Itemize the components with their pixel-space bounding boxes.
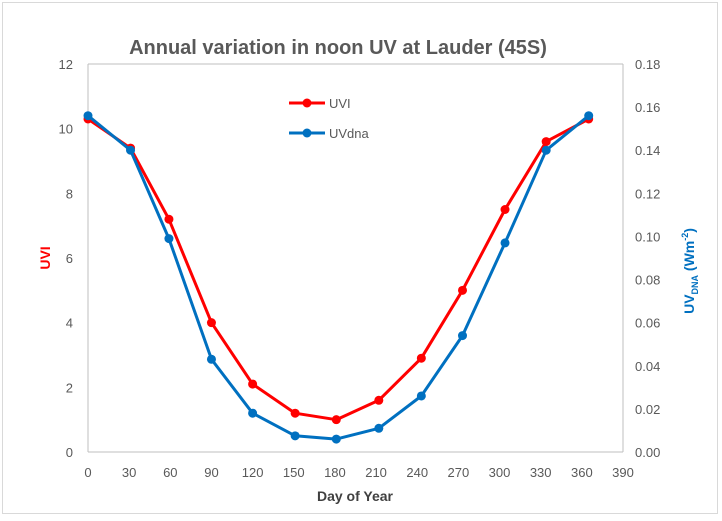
- data-point-uvi: [458, 285, 467, 295]
- y-tick-label: 12: [59, 57, 73, 72]
- chart-svg: Annual variation in noon UV at Lauder (4…: [37, 37, 700, 504]
- y2-tick-labels: 0.00 0.02 0.04 0.06 0.08 0.10 0.12 0.14 0.16 0.18: [635, 57, 660, 460]
- y-tick-label: 2: [66, 380, 73, 395]
- data-point-uvi: [500, 205, 510, 214]
- y-tick-label: 6: [66, 251, 73, 266]
- legend-marker-uvi: [302, 98, 312, 108]
- x-tick-label: 270: [448, 465, 470, 480]
- data-point-uvdna: [541, 145, 551, 155]
- data-point-uvdna: [248, 408, 258, 418]
- series-layer: [83, 111, 594, 444]
- data-point-uvdna: [416, 391, 426, 401]
- x-tick-label: 240: [406, 465, 428, 480]
- x-tick-label: 60: [163, 465, 177, 480]
- data-point-uvi: [164, 214, 174, 224]
- data-point-uvi: [248, 379, 258, 389]
- x-axis-title: Day of Year: [317, 488, 394, 504]
- y2-tick-label: 0.02: [635, 402, 660, 417]
- x-tick-label: 390: [612, 465, 634, 480]
- data-point-uvi: [331, 415, 341, 425]
- data-point-uvi: [541, 137, 551, 147]
- data-point-uvdna: [500, 238, 510, 248]
- x-tick-labels: 0 30 60 90 120 150 180 210 240 270 300 330 360 390: [84, 465, 633, 480]
- y2-tick-label: 0.06: [635, 316, 660, 331]
- y2-tick-label: 0.18: [635, 57, 660, 72]
- y2-axis-title-close: ): [681, 228, 697, 233]
- chart-title: Annual variation in noon UV at Lauder (4…: [129, 37, 547, 59]
- legend-marker-uvdna: [302, 128, 312, 138]
- x-tick-label: 300: [489, 465, 511, 480]
- data-point-uvi: [206, 318, 216, 328]
- y2-tick-label: 0.12: [635, 186, 660, 201]
- data-point-uvdna: [164, 234, 174, 244]
- data-point-uvdna: [458, 331, 467, 341]
- y2-axis-title-subscript: DNA: [690, 274, 700, 294]
- y-tick-label: 10: [59, 122, 73, 137]
- data-point-uvi: [374, 395, 384, 405]
- y2-tick-label: 0.14: [635, 143, 660, 158]
- y-tick-labels: 0 2 4 6 8 10 12: [59, 57, 73, 460]
- data-point-uvdna: [206, 354, 216, 364]
- x-tick-label: 30: [122, 465, 136, 480]
- x-tick-label: 330: [530, 465, 552, 480]
- data-point-uvdna: [374, 423, 384, 433]
- data-point-uvdna: [126, 145, 136, 155]
- series-line-uvdna: [87, 114, 590, 441]
- x-tick-label: 180: [324, 465, 346, 480]
- y2-axis-title-superscript: -2: [680, 233, 690, 241]
- y2-tick-label: 0.04: [635, 359, 660, 374]
- y-tick-label: 8: [66, 186, 73, 201]
- data-point-uvdna: [83, 111, 93, 121]
- x-tick-label: 210: [365, 465, 387, 480]
- y2-tick-label: 0.16: [635, 100, 660, 115]
- y2-axis-title-unit: (Wm: [681, 241, 697, 275]
- y2-tick-label: 0.08: [635, 273, 660, 288]
- data-point-uvi: [290, 408, 300, 418]
- y2-tick-label: 0.10: [635, 229, 660, 244]
- legend-label-uvdna: UVdna: [329, 126, 370, 141]
- y-tick-label: 0: [66, 445, 73, 460]
- x-tick-label: 360: [571, 465, 593, 480]
- x-tick-label: 150: [283, 465, 305, 480]
- series-line-uvi: [87, 117, 590, 422]
- chart-frame: Annual variation in noon UV at Lauder (4…: [2, 2, 718, 514]
- data-point-uvdna: [290, 431, 300, 441]
- y-tick-label: 4: [66, 316, 73, 331]
- data-point-uvdna: [584, 111, 594, 121]
- y2-axis-title: UVDNA (Wm-2): [680, 228, 700, 314]
- data-point-uvi: [416, 353, 426, 363]
- y2-tick-label: 0.00: [635, 445, 660, 460]
- x-tick-label: 120: [242, 465, 264, 480]
- y2-axis-title-main: UV: [681, 294, 697, 314]
- y-axis-title: UVI: [37, 246, 53, 269]
- legend-label-uvi: UVI: [329, 96, 351, 111]
- data-point-uvdna: [331, 434, 341, 444]
- legend: UVI UVdna: [289, 96, 370, 141]
- x-tick-label: 90: [204, 465, 218, 480]
- x-tick-label: 0: [84, 465, 91, 480]
